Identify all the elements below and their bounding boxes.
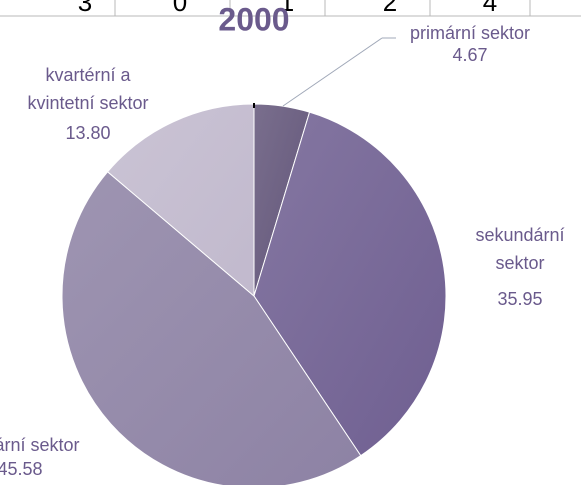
value-label: 4.67 (452, 45, 487, 65)
value-label: 13.80 (65, 123, 110, 143)
value-label: 45.58 (0, 459, 43, 479)
slice-label: terciární sektor (0, 435, 80, 455)
sheet-cell: 0 (173, 0, 187, 17)
slice-label: kvartérní a kvintetní sektor (27, 65, 148, 113)
marker (253, 103, 255, 108)
slice-label: sekundární sektor (475, 225, 564, 273)
value-label: 35.95 (497, 289, 542, 309)
sheet-cell: 2 (383, 0, 397, 17)
pie-slice (106, 103, 255, 298)
sheet-grid (0, 0, 581, 17)
sheet-cell: 3 (78, 0, 92, 17)
sheet-cell: 4 (483, 0, 497, 17)
chart-title: 2000 (218, 1, 289, 37)
slice-label: primární sektor (410, 23, 530, 43)
pie-slice (253, 111, 447, 457)
leader-line (282, 37, 383, 107)
sheet-cell: 1 (280, 0, 294, 17)
pie-slice (61, 171, 362, 485)
